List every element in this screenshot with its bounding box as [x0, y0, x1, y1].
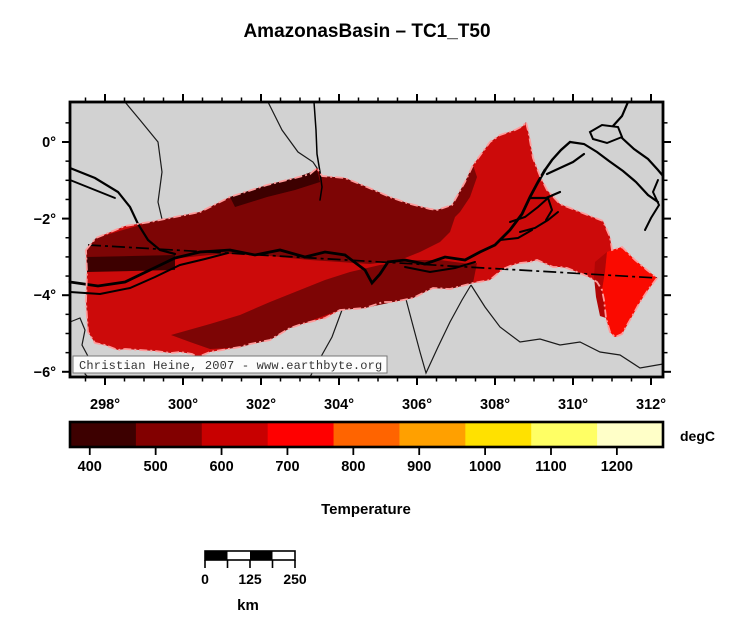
colorbar-segment — [333, 422, 401, 447]
map-scalebar: 0 125 250 km — [201, 550, 307, 614]
x-tick-label: 306° — [402, 397, 432, 413]
watermark: Christian Heine, 2007 - www.earthbyte.or… — [72, 355, 388, 374]
scalebar-label: 250 — [283, 571, 307, 587]
x-tick-label: 298° — [90, 397, 120, 413]
x-axis-labels: 298° 300° 302° 304° 306° 308° 310° 312° — [90, 397, 666, 413]
x-tick-label: 304° — [324, 397, 354, 413]
braided-channel — [404, 261, 476, 274]
basin-darkest-strip-north — [230, 170, 320, 207]
y-tick-label: −6° — [34, 365, 57, 381]
border-line — [69, 317, 91, 378]
colorbar-segment — [597, 422, 664, 447]
scalebar-label: 125 — [238, 571, 262, 587]
x-tick-label: 308° — [480, 397, 510, 413]
colorbar: 400 500 600 700 800 900 1000 1100 1200 degC — [68, 420, 715, 475]
colorbar-labels: 400 500 600 700 800 900 1000 1100 1200 — [78, 459, 633, 475]
channel-squiggle — [509, 197, 549, 223]
estuary-branch — [543, 140, 572, 172]
river-branch — [69, 252, 229, 296]
colorbar-label: 1200 — [601, 459, 633, 475]
coastline — [611, 100, 630, 128]
basin-north-dark-band — [87, 165, 477, 264]
map-panel: Christian Heine, 2007 - www.earthbyte.or… — [62, 94, 671, 385]
x-tick-label: 312° — [636, 397, 666, 413]
nw-tributary-branch — [69, 179, 116, 199]
channel-squiggle — [499, 229, 533, 241]
basin-bright-arrow-east — [602, 247, 657, 337]
scalebar-unit: km — [237, 597, 259, 614]
north-tributary — [313, 101, 323, 201]
colorbar-title: Temperature — [321, 501, 411, 518]
colorbar-label: 400 — [78, 459, 102, 475]
x-tick-label: 300° — [168, 397, 198, 413]
river-lines — [68, 100, 665, 296]
amazon-main-river — [68, 168, 547, 288]
colorbar-segment — [70, 422, 137, 447]
y-axis-labels: 0° −2° −4° −6° — [34, 135, 57, 381]
channel-squiggle — [545, 197, 554, 221]
colorbar-label: 800 — [341, 459, 365, 475]
estuary-branch — [545, 152, 586, 176]
colorbar-segment — [531, 422, 598, 447]
colorbar-ticks — [88, 447, 618, 455]
basin-outline — [85, 119, 659, 358]
channel-squiggle — [519, 211, 559, 233]
colorbar-segment — [267, 422, 335, 447]
colorbar-unit: degC — [680, 428, 715, 444]
colorbar-label: 600 — [209, 459, 233, 475]
estuary-branch — [528, 190, 562, 200]
colorbar-cells — [70, 422, 664, 447]
coastline — [644, 179, 661, 231]
border-line — [470, 284, 664, 369]
colorbar-label: 1000 — [469, 459, 501, 475]
watermark-box — [72, 355, 388, 374]
border-line — [402, 284, 472, 375]
scalebar-label: 0 — [201, 571, 209, 587]
basin-south-dark-band — [171, 260, 477, 349]
figure-title: AmazonasBasin – TC1_T50 — [243, 21, 490, 42]
x-tick-label: 302° — [246, 397, 276, 413]
scalebar-segment — [250, 551, 273, 560]
colorbar-label: 900 — [407, 459, 431, 475]
colorbar-label: 700 — [275, 459, 299, 475]
scalebar-segment — [272, 551, 295, 560]
coastline — [620, 136, 665, 178]
y-tick-label: 0° — [42, 135, 56, 151]
colorbar-segment — [135, 422, 203, 447]
nw-tributary — [68, 166, 177, 256]
colorbar-segment — [399, 422, 466, 447]
watermark-text: Christian Heine, 2007 - www.earthbyte.or… — [79, 359, 382, 373]
scalebar-ticks — [204, 560, 296, 568]
map-frame — [68, 100, 665, 379]
y-tick-label: −4° — [34, 288, 57, 304]
cross-section-line — [87, 244, 658, 279]
scalebar-segment — [205, 551, 228, 560]
scalebar-segment — [227, 551, 250, 560]
colorbar-segment — [465, 422, 532, 447]
y-tick-label: −2° — [34, 212, 57, 228]
colorbar-label: 1100 — [535, 459, 566, 475]
colorbar-segment — [201, 422, 269, 447]
x-tick-label: 310° — [558, 397, 588, 413]
coastline — [568, 140, 660, 204]
colorbar-border — [68, 420, 665, 449]
colorbar-label: 500 — [144, 459, 168, 475]
